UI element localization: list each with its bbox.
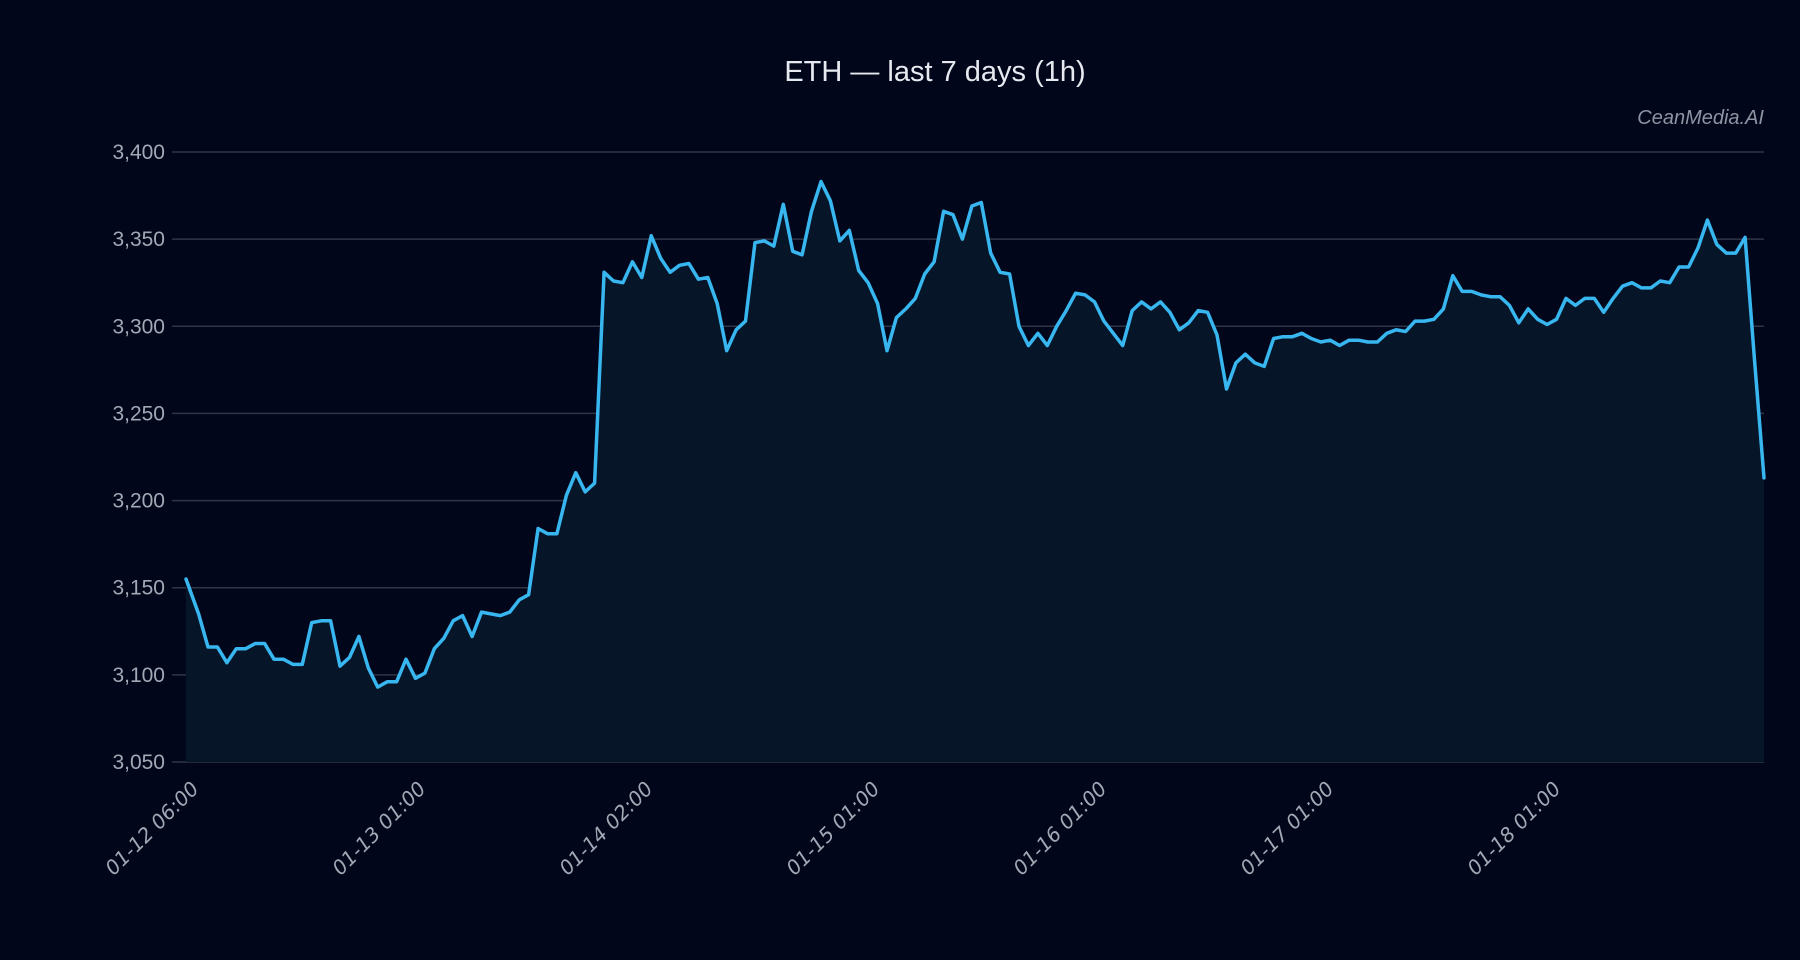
y-tick-label: 3,250	[112, 402, 165, 425]
x-tick-label: 01-18 01:00	[1462, 777, 1565, 880]
price-line	[184, 179, 1766, 689]
x-tick-label: 01-14 02:00	[554, 777, 657, 880]
chart-title: ETH — last 7 days (1h)	[784, 56, 1086, 88]
x-tick-label: 01-12 06:00	[100, 777, 203, 880]
y-tick-label: 3,400	[112, 141, 165, 164]
x-tick-label: 01-15 01:00	[781, 777, 884, 880]
x-axis-ticks: 01-12 06:00 01-13 01:00 01-14 02:00 01-15 0…	[100, 777, 1565, 880]
y-tick-label: 3,200	[112, 490, 165, 513]
x-tick-label: 01-13 01:00	[327, 777, 430, 880]
x-tick-label: 01-17 01:00	[1235, 777, 1338, 880]
x-tick-label: 01-16 01:00	[1008, 777, 1111, 880]
y-tick-label: 3,100	[112, 664, 165, 687]
y-tick-label: 3,300	[112, 315, 165, 338]
watermark: CeanMedia.AI	[1637, 107, 1764, 129]
y-tick-label: 3,150	[112, 577, 165, 600]
price-area-fill	[186, 181, 1764, 763]
y-tick-label: 3,350	[112, 228, 165, 251]
y-tick-label: 3,050	[112, 751, 165, 774]
y-axis-ticks: 3,050 3,100 3,150 3,200 3,250 3,300 3,350 3,400	[112, 141, 165, 774]
